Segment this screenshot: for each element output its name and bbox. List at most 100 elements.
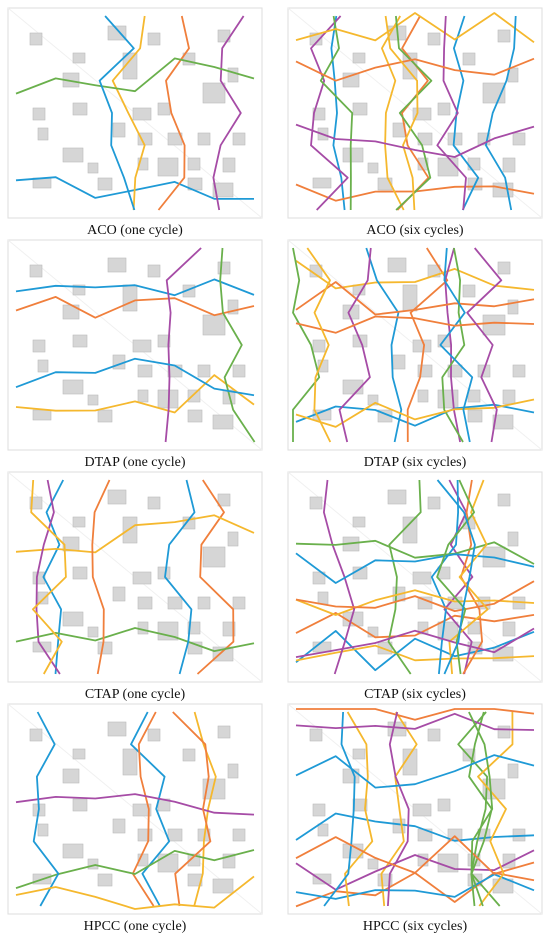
- robot-path: [460, 479, 483, 675]
- robot-path: [485, 15, 517, 211]
- obstacle: [402, 748, 418, 776]
- robot-path: [295, 281, 535, 316]
- obstacle: [312, 571, 326, 585]
- robot-path: [395, 15, 433, 211]
- robot-path: [15, 278, 255, 297]
- obstacle: [197, 364, 211, 378]
- obstacle: [227, 67, 239, 83]
- obstacle: [232, 364, 246, 378]
- obstacle: [367, 858, 379, 870]
- obstacle: [437, 798, 451, 812]
- robot-path: [323, 711, 356, 907]
- robot-path: [330, 15, 346, 211]
- obstacle: [107, 25, 127, 41]
- obstacle: [37, 591, 49, 605]
- obstacle: [87, 394, 99, 406]
- obstacle: [352, 798, 368, 812]
- robot-path: [295, 812, 535, 842]
- robot-path: [295, 627, 535, 658]
- obstacle: [317, 591, 329, 605]
- obstacle: [137, 364, 153, 378]
- obstacle: [222, 157, 236, 173]
- obstacle: [147, 728, 161, 742]
- panel: [7, 471, 263, 683]
- panel: [7, 239, 263, 451]
- panel: [7, 703, 263, 915]
- panel: [287, 239, 543, 451]
- obstacle: [497, 493, 511, 507]
- robot-path: [306, 247, 332, 443]
- obstacle: [72, 52, 86, 64]
- obstacle: [402, 284, 418, 312]
- robot-path: [384, 15, 419, 211]
- robot-path: [295, 630, 535, 672]
- robot-path: [98, 15, 136, 211]
- obstacle: [352, 748, 366, 760]
- robot-path: [387, 711, 410, 907]
- obstacle: [202, 314, 226, 336]
- obstacle: [62, 147, 84, 163]
- obstacle: [167, 828, 183, 842]
- obstacle: [342, 768, 360, 784]
- robot-path: [295, 589, 535, 616]
- robot-path: [15, 627, 255, 652]
- obstacle: [352, 516, 366, 528]
- obstacle: [482, 314, 506, 336]
- obstacle: [132, 803, 152, 817]
- robot-path: [292, 247, 321, 442]
- obstacle: [122, 748, 138, 776]
- obstacle: [367, 162, 379, 174]
- robot-path: [164, 479, 196, 675]
- obstacle: [217, 493, 231, 507]
- robot-path: [319, 15, 354, 211]
- obstacle: [497, 725, 511, 739]
- obstacle: [107, 721, 127, 737]
- obstacle: [62, 843, 84, 859]
- robot-path: [295, 315, 535, 334]
- robot-path: [466, 247, 503, 443]
- robot-path: [196, 479, 235, 675]
- robot-path: [130, 711, 171, 907]
- obstacle: [427, 32, 441, 46]
- robot-path: [42, 479, 64, 675]
- obstacle: [412, 571, 432, 585]
- obstacle: [62, 611, 84, 627]
- obstacle: [137, 596, 153, 610]
- robot-path: [91, 479, 111, 675]
- obstacle: [492, 414, 514, 430]
- robot-path: [387, 479, 422, 675]
- panel-caption: ACO (one cycle): [87, 223, 183, 238]
- obstacle: [29, 264, 43, 278]
- obstacle: [462, 284, 476, 298]
- obstacle: [309, 728, 323, 742]
- obstacle: [507, 299, 519, 315]
- obstacle: [507, 531, 519, 547]
- robot-path: [15, 793, 255, 816]
- obstacle: [227, 531, 239, 547]
- obstacle: [37, 359, 49, 373]
- obstacle: [112, 586, 126, 602]
- obstacle: [232, 596, 246, 610]
- obstacle: [507, 763, 519, 779]
- robot-path: [436, 15, 467, 211]
- obstacle: [467, 157, 481, 171]
- panel-caption: ACO (six cycles): [366, 223, 464, 238]
- obstacle: [212, 414, 234, 430]
- obstacle: [512, 132, 526, 146]
- obstacle: [72, 798, 88, 812]
- obstacle: [112, 122, 126, 138]
- obstacle: [317, 823, 329, 837]
- obstacle: [387, 257, 407, 273]
- obstacle: [122, 284, 138, 312]
- obstacle: [137, 621, 149, 635]
- robot-path: [295, 754, 535, 789]
- obstacle: [352, 52, 366, 64]
- robot-path: [452, 15, 480, 211]
- obstacle: [217, 725, 231, 739]
- robot-path: [436, 479, 475, 675]
- robot-path: [439, 247, 474, 443]
- obstacle: [232, 132, 246, 146]
- obstacle: [29, 728, 43, 742]
- obstacle: [62, 768, 80, 784]
